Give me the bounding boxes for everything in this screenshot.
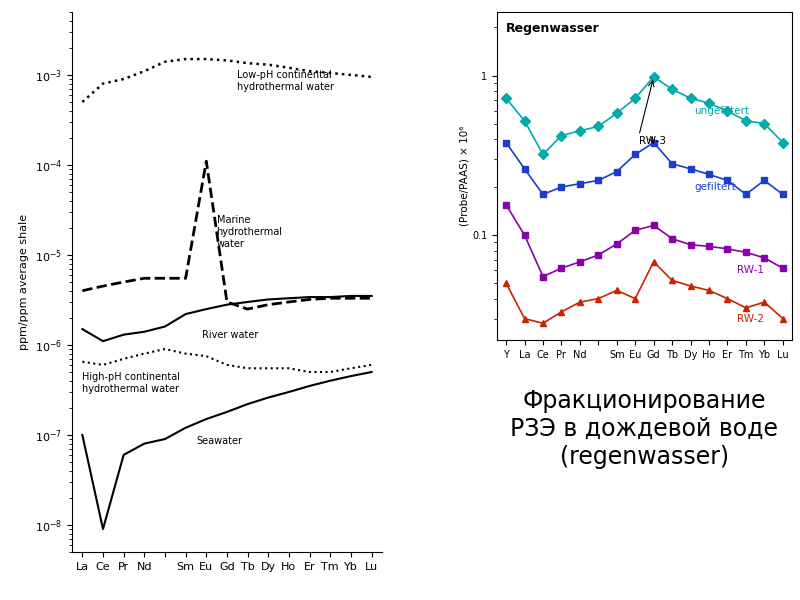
- Text: RW-2: RW-2: [737, 314, 764, 323]
- Text: Regenwasser: Regenwasser: [506, 22, 599, 35]
- Y-axis label: ppm/ppm average shale: ppm/ppm average shale: [19, 214, 30, 350]
- Text: ungefiltert: ungefiltert: [694, 106, 750, 116]
- Text: High-pH continental
hydrothermal water: High-pH continental hydrothermal water: [82, 372, 180, 394]
- Text: Seawater: Seawater: [196, 436, 242, 446]
- Text: RW-1: RW-1: [737, 265, 764, 275]
- Text: gefiltert: gefiltert: [694, 182, 736, 192]
- Y-axis label: (Probe/PAAS) × 10⁶: (Probe/PAAS) × 10⁶: [459, 126, 469, 226]
- Text: River water: River water: [202, 329, 258, 340]
- Text: Low-pH continental
hydrothermal water: Low-pH continental hydrothermal water: [238, 70, 334, 92]
- Text: RW-3: RW-3: [639, 136, 666, 146]
- Text: Marine
hydrothermal
water: Marine hydrothermal water: [217, 215, 282, 248]
- Text: Фракционирование
РЗЭ в дождевой воде
(regenwasser): Фракционирование РЗЭ в дождевой воде (re…: [510, 389, 778, 469]
